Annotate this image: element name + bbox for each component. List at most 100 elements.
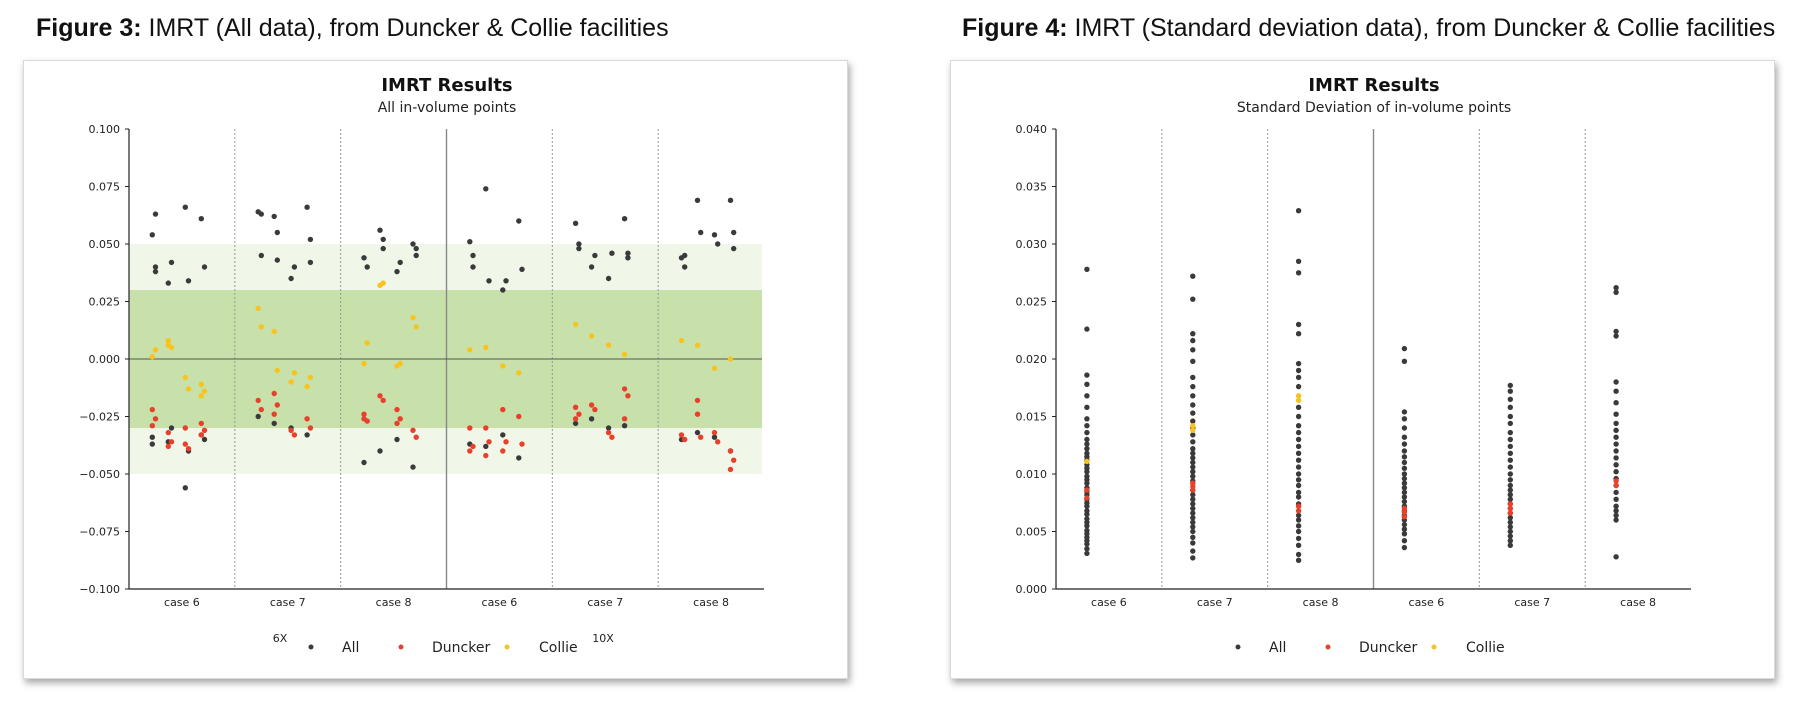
point-duncker (304, 416, 310, 422)
point-all (274, 257, 280, 263)
point-all (1507, 388, 1513, 394)
point-collie (271, 328, 277, 335)
point-all (304, 432, 310, 438)
point-collie (168, 344, 175, 351)
legend-marker-all (1235, 644, 1241, 650)
y-tick-label: 0.010 (1016, 468, 1048, 481)
point-all (1084, 508, 1090, 514)
point-collie (500, 363, 506, 369)
point-all (152, 268, 159, 275)
point-all (1190, 410, 1196, 416)
point-all (1084, 546, 1090, 552)
point-all (1190, 496, 1196, 502)
point-duncker (198, 432, 204, 438)
point-duncker (1295, 508, 1302, 514)
point-collie (1190, 423, 1196, 429)
point-all (1084, 516, 1090, 522)
point-all (1295, 557, 1302, 563)
point-all (1190, 515, 1196, 521)
point-all (1613, 512, 1619, 519)
point-duncker (1401, 513, 1408, 520)
point-all (1190, 337, 1196, 344)
point-all (1401, 454, 1408, 460)
point-collie (182, 374, 188, 381)
point-duncker (165, 429, 171, 436)
point-all (1507, 533, 1513, 539)
point-collie (304, 383, 310, 390)
point-all (1401, 465, 1408, 471)
point-all (1507, 524, 1513, 530)
point-all (1401, 358, 1408, 364)
figure-3-chart: IMRT Results All in-volume points −0.100… (79, 75, 764, 656)
point-collie (727, 356, 734, 362)
point-duncker (483, 452, 489, 459)
point-duncker (500, 406, 506, 413)
point-all (182, 485, 188, 491)
y-tick-label: −0.025 (79, 411, 120, 424)
point-duncker (576, 411, 582, 417)
point-all (271, 213, 277, 220)
point-all (605, 425, 612, 431)
x-tick-label: case 8 (693, 596, 729, 609)
point-all (1401, 544, 1408, 551)
point-all (149, 441, 155, 447)
point-all (274, 229, 280, 236)
point-collie (413, 324, 419, 330)
point-all (1190, 501, 1196, 507)
point-duncker (1190, 480, 1196, 486)
y-tick-label: −0.100 (79, 583, 120, 596)
point-duncker (1084, 495, 1090, 501)
point-all (1613, 517, 1619, 523)
point-collie (621, 351, 628, 358)
point-all (361, 255, 367, 261)
chart-title: IMRT Results (381, 75, 512, 96)
point-all (149, 232, 155, 238)
point-duncker (715, 439, 721, 445)
point-all (1084, 381, 1090, 387)
point-all (609, 250, 615, 256)
point-all (1507, 382, 1513, 389)
x-tick-label: case 8 (1620, 596, 1656, 609)
point-all (1190, 459, 1196, 466)
point-all (1613, 469, 1619, 475)
point-duncker (361, 411, 367, 417)
point-all (711, 434, 718, 440)
point-duncker (397, 416, 403, 422)
point-all (1613, 328, 1619, 335)
point-all (1613, 388, 1619, 394)
point-all (1401, 538, 1408, 544)
point-all (1613, 554, 1619, 560)
point-collie (291, 370, 298, 376)
point-all (483, 186, 489, 192)
legend-label-all: All (1269, 640, 1286, 656)
y-tick-label: 0.050 (89, 238, 121, 251)
point-all (1190, 524, 1196, 530)
point-duncker (572, 404, 579, 410)
point-all (1295, 360, 1302, 367)
point-all (1613, 496, 1619, 502)
point-all (576, 241, 582, 247)
point-duncker (394, 406, 400, 413)
y-tick-label: −0.075 (79, 526, 120, 539)
point-all (1295, 528, 1302, 535)
point-all (470, 252, 476, 259)
point-duncker (274, 402, 280, 408)
point-all (413, 252, 419, 259)
figure-4-chart: IMRT Results Standard Deviation of in-vo… (1016, 75, 1691, 656)
point-all (258, 252, 264, 259)
point-collie (201, 388, 208, 394)
group-label-10x: 10X (592, 632, 614, 645)
point-duncker (605, 429, 612, 436)
point-duncker (182, 425, 188, 431)
point-all (1401, 480, 1408, 486)
point-all (1084, 326, 1090, 332)
point-all (605, 275, 612, 282)
point-all (1613, 289, 1619, 295)
point-collie (1190, 427, 1196, 433)
point-all (592, 252, 598, 259)
point-all (304, 204, 310, 210)
point-all (625, 255, 631, 261)
point-all (1613, 441, 1619, 447)
point-all (185, 278, 192, 284)
point-all (1295, 404, 1302, 410)
